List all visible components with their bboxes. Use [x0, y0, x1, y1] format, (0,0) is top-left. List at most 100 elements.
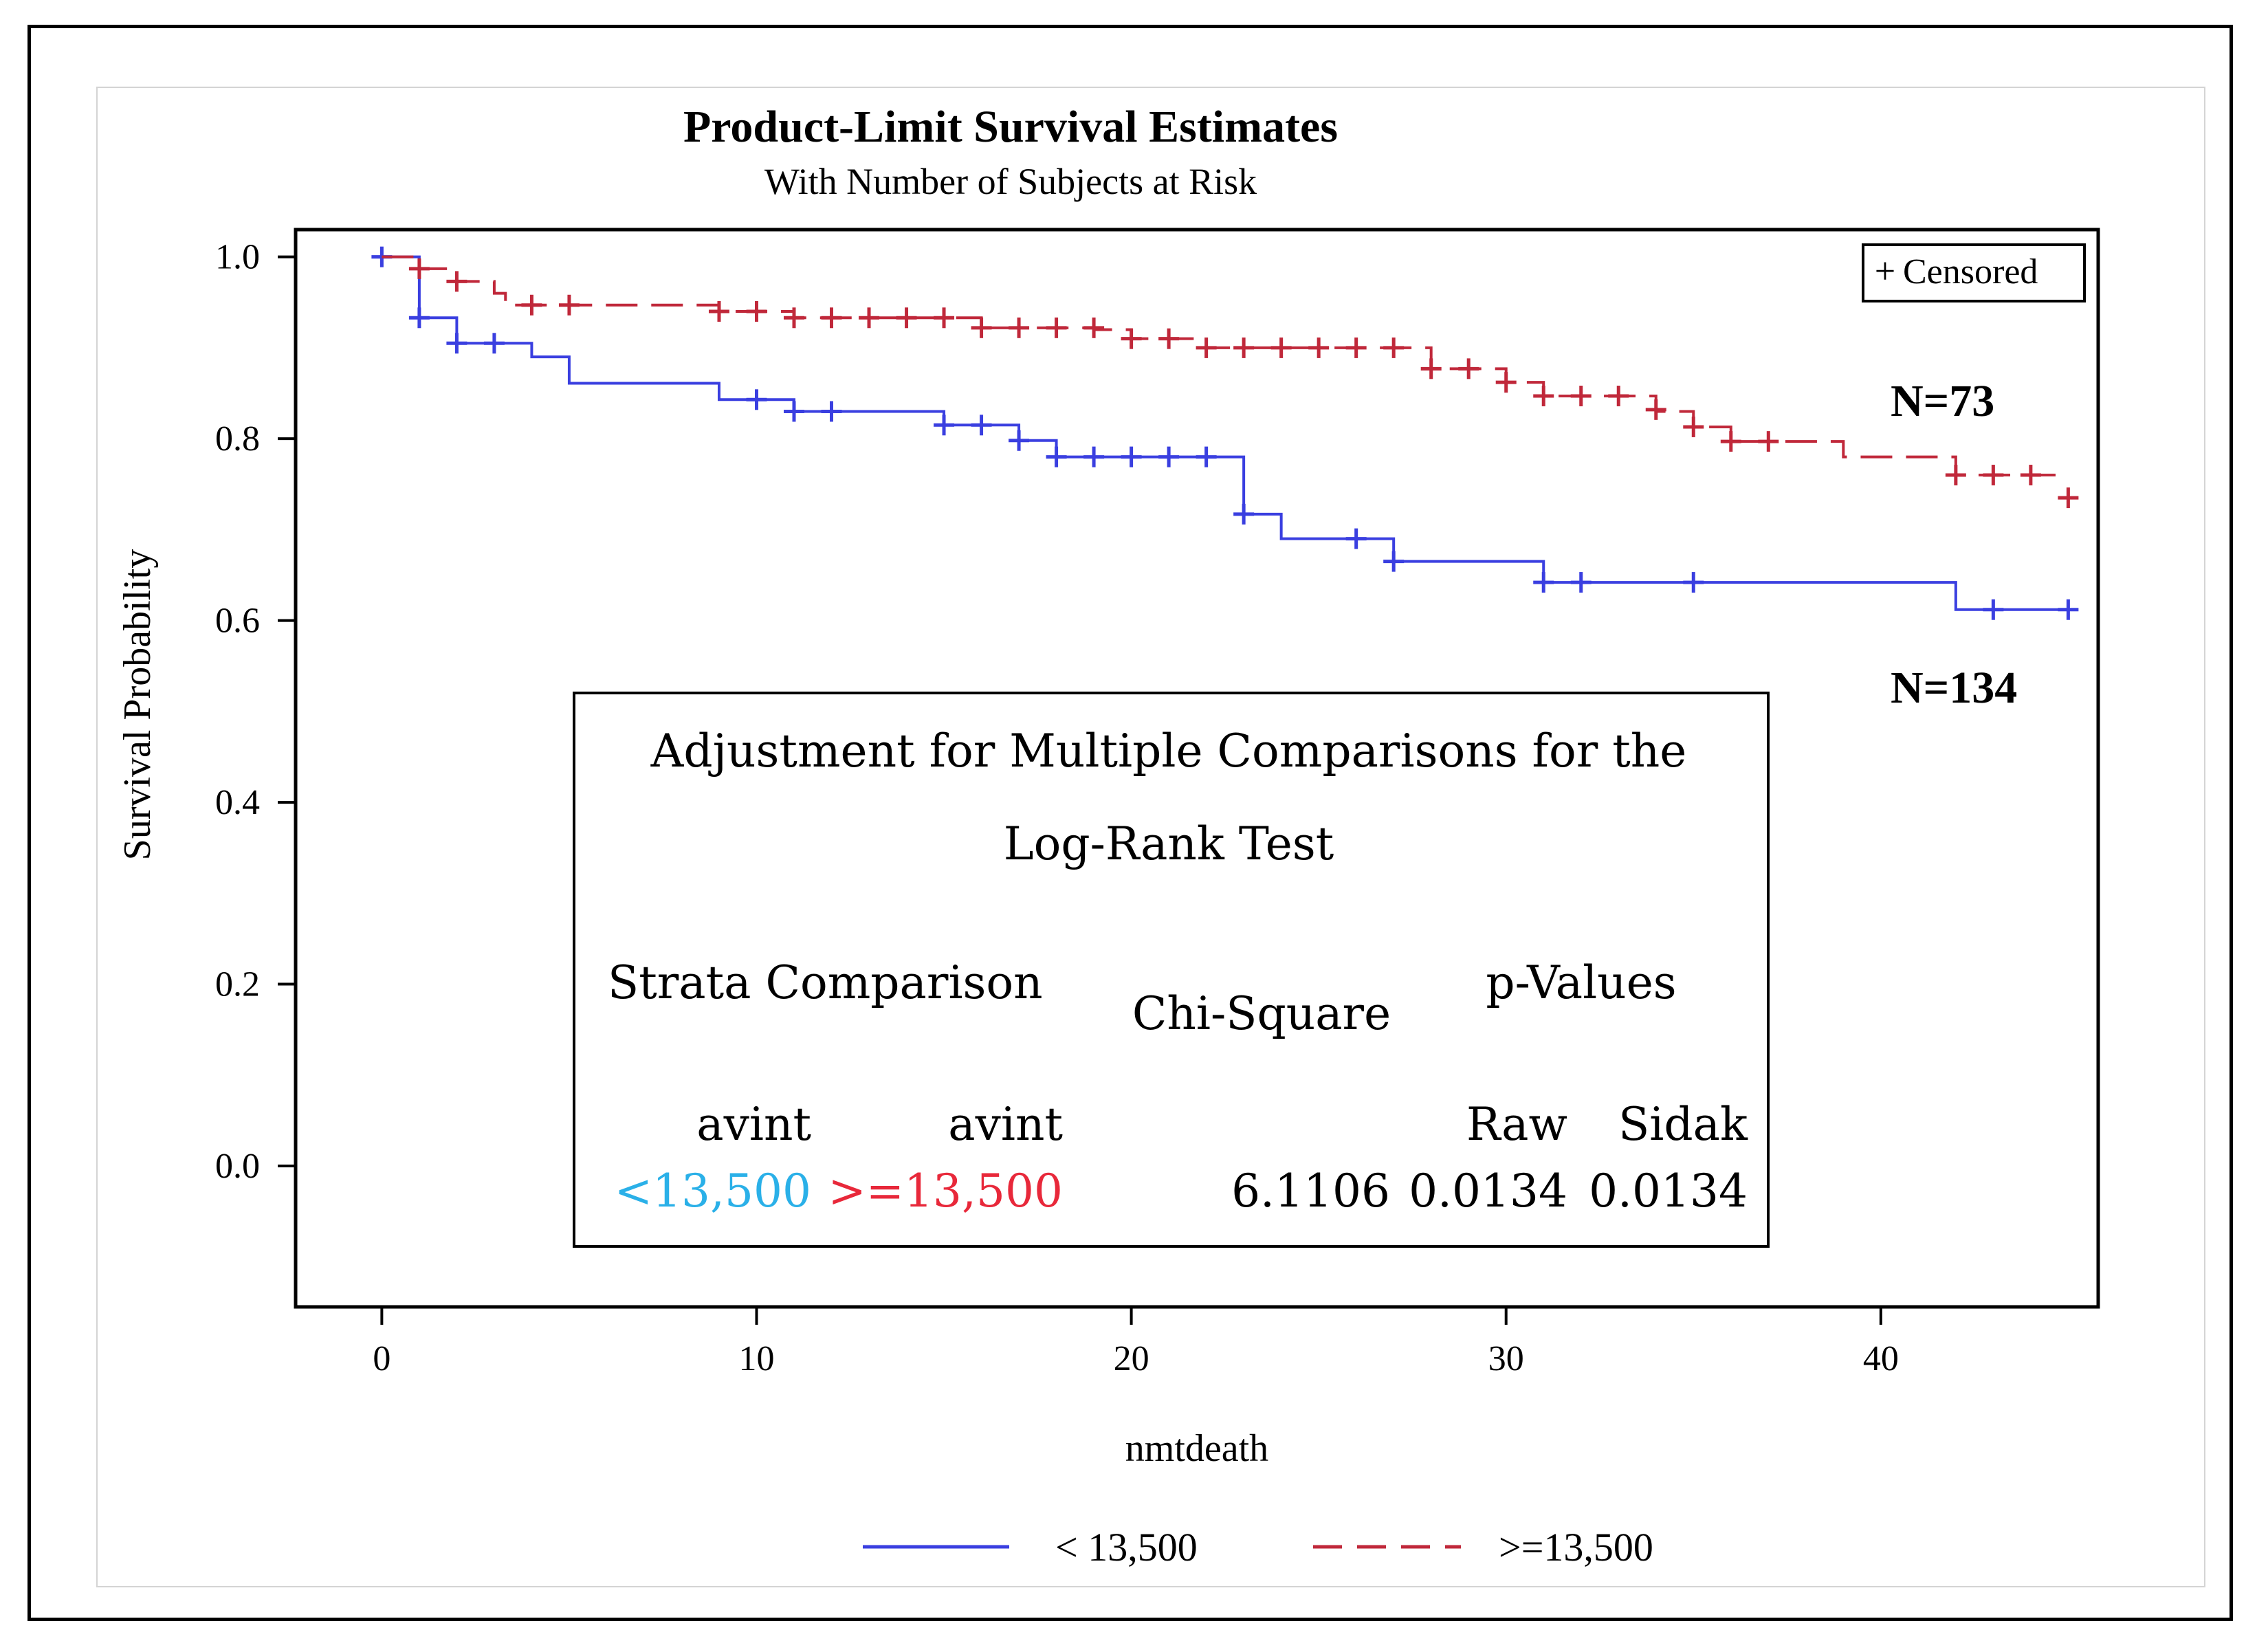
y-axis: 0.0 0.2 0.4 0.6 0.8 1.0 [215, 238, 296, 1186]
censored-mark-series-1 [483, 333, 505, 354]
x-tick-label: 40 [1863, 1339, 1899, 1378]
x-tick-label: 0 [373, 1339, 390, 1378]
legend-label-series-2: >=13,500 [1499, 1525, 1653, 1570]
comparison-table-frame [573, 692, 1770, 1248]
censored-mark-series-1 [1383, 551, 1405, 572]
table-subheader-avint-1: avint [696, 1098, 811, 1151]
censored-marker-icon: + [1875, 250, 1895, 291]
censored-mark-series-2 [1046, 317, 1067, 338]
x-tick-label: 30 [1488, 1339, 1524, 1378]
series-legend: < 13,500 >=13,500 [863, 1525, 1653, 1570]
censored-mark-series-2 [746, 301, 767, 322]
censored-mark-series-1 [1083, 446, 1105, 467]
censored-mark-series-2 [1758, 431, 1779, 452]
censored-mark-series-2 [1196, 337, 1217, 358]
y-tick-label: 1.0 [215, 238, 260, 277]
table-value-group2: >=13,500 [828, 1165, 1063, 1218]
censored-mark-series-2 [1158, 328, 1180, 349]
censored-mark-series-2 [1308, 337, 1330, 358]
censored-mark-series-2 [1270, 337, 1292, 358]
survival-curve-series-2 [382, 255, 2069, 477]
y-tick-label: 0.4 [215, 783, 260, 822]
figure-outer-border [27, 25, 2233, 1621]
censored-mark-series-2 [708, 301, 729, 322]
censored-mark-series-2 [1383, 337, 1405, 358]
x-axis: 0 10 20 30 40 [373, 1307, 1899, 1378]
x-tick-label: 10 [738, 1339, 774, 1378]
table-header-chisquare: Chi-Square [1132, 987, 1391, 1040]
censored-mark-series-1 [746, 389, 767, 410]
y-tick-label: 0.0 [215, 1147, 260, 1186]
censored-mark-series-1 [1046, 446, 1067, 467]
censored-mark-series-2 [1420, 358, 1442, 379]
y-tick-label: 0.8 [215, 419, 260, 459]
x-tick-label: 20 [1114, 1339, 1149, 1378]
figure-inner-border [96, 87, 2205, 1587]
n-label-series-2: N=73 [1891, 376, 1994, 426]
censored-mark-series-2 [859, 307, 880, 329]
censored-mark-series-1 [1009, 430, 1030, 451]
censored-mark-series-1 [1683, 572, 1704, 593]
censored-mark-series-2 [1083, 317, 1105, 338]
plot-area-frame [294, 228, 2100, 1309]
series-layer [371, 246, 2079, 620]
censored-mark-series-1 [1158, 446, 1180, 467]
censored-mark-series-1 [971, 415, 992, 436]
censored-mark-series-2 [1533, 385, 1554, 406]
x-axis-label: nmtdeath [1125, 1427, 1268, 1470]
table-value-group1: <13,500 [615, 1165, 811, 1218]
censored-mark-series-2 [971, 317, 992, 338]
censored-mark-series-2 [446, 271, 467, 292]
table-value-chisquare: 6.1106 [1231, 1165, 1390, 1218]
censored-mark-series-2 [1009, 317, 1030, 338]
censored-mark-series-1 [408, 307, 430, 329]
censored-mark-series-1 [1533, 572, 1554, 593]
censored-mark-series-1 [1233, 503, 1255, 525]
censored-mark-series-1 [446, 333, 467, 354]
censored-mark-series-1 [821, 401, 842, 422]
censored-mark-series-1 [1570, 572, 1592, 593]
censored-legend-box [1862, 243, 2086, 302]
table-value-raw: 0.0134 [1409, 1165, 1567, 1218]
table-subheader-raw: Raw [1466, 1098, 1567, 1151]
censored-mark-series-2 [1458, 358, 1479, 379]
censored-mark-series-1 [1121, 446, 1142, 467]
censored-mark-series-2 [1683, 416, 1704, 437]
censored-mark-series-2 [1233, 337, 1255, 358]
table-title-line1: Adjustment for Multiple Comparisons for … [650, 725, 1687, 778]
table-header-pvalues: p-Values [1486, 956, 1676, 1009]
censored-mark-series-2 [1570, 385, 1592, 406]
censored-mark-series-2 [1495, 372, 1517, 393]
censored-mark-series-2 [521, 294, 542, 316]
table-header-strata: Strata Comparison [608, 956, 1043, 1009]
y-tick-label: 0.6 [215, 602, 260, 641]
censored-mark-series-2 [934, 307, 955, 329]
censored-legend-label: Censored [1903, 252, 2038, 291]
y-axis-label: Survival Probability [116, 549, 159, 861]
censored-mark-series-1 [2058, 599, 2079, 620]
censored-mark-series-2 [558, 294, 580, 316]
table-subheader-avint-2: avint [948, 1098, 1063, 1151]
n-label-series-1: N=134 [1891, 663, 2017, 713]
table-value-sidak: 0.0134 [1589, 1165, 1748, 1218]
censored-mark-series-2 [896, 307, 917, 329]
comparison-table: Adjustment for Multiple Comparisons for … [573, 692, 1770, 1248]
censored-mark-series-1 [1983, 599, 2004, 620]
legend-label-series-1: < 13,500 [1055, 1525, 1198, 1570]
table-subheader-sidak: Sidak [1618, 1098, 1748, 1151]
censored-mark-series-2 [1345, 337, 1367, 358]
censored-mark-series-2 [1608, 385, 1629, 406]
censored-mark-series-2 [1983, 465, 2004, 486]
survival-curve-series-1 [382, 255, 2069, 611]
censored-mark-series-1 [934, 415, 955, 436]
chart-title: Product-Limit Survival Estimates [683, 102, 1338, 152]
censored-mark-series-2 [2020, 465, 2041, 486]
censored-mark-series-2 [784, 307, 805, 329]
censored-mark-series-2 [1645, 399, 1666, 420]
censored-mark-series-2 [408, 258, 430, 279]
censored-mark-series-2 [1121, 328, 1142, 349]
censored-mark-series-2 [2058, 487, 2079, 509]
censored-mark-series-2 [1720, 431, 1741, 452]
chart-subtitle: With Number of Subjects at Risk [764, 161, 1257, 202]
